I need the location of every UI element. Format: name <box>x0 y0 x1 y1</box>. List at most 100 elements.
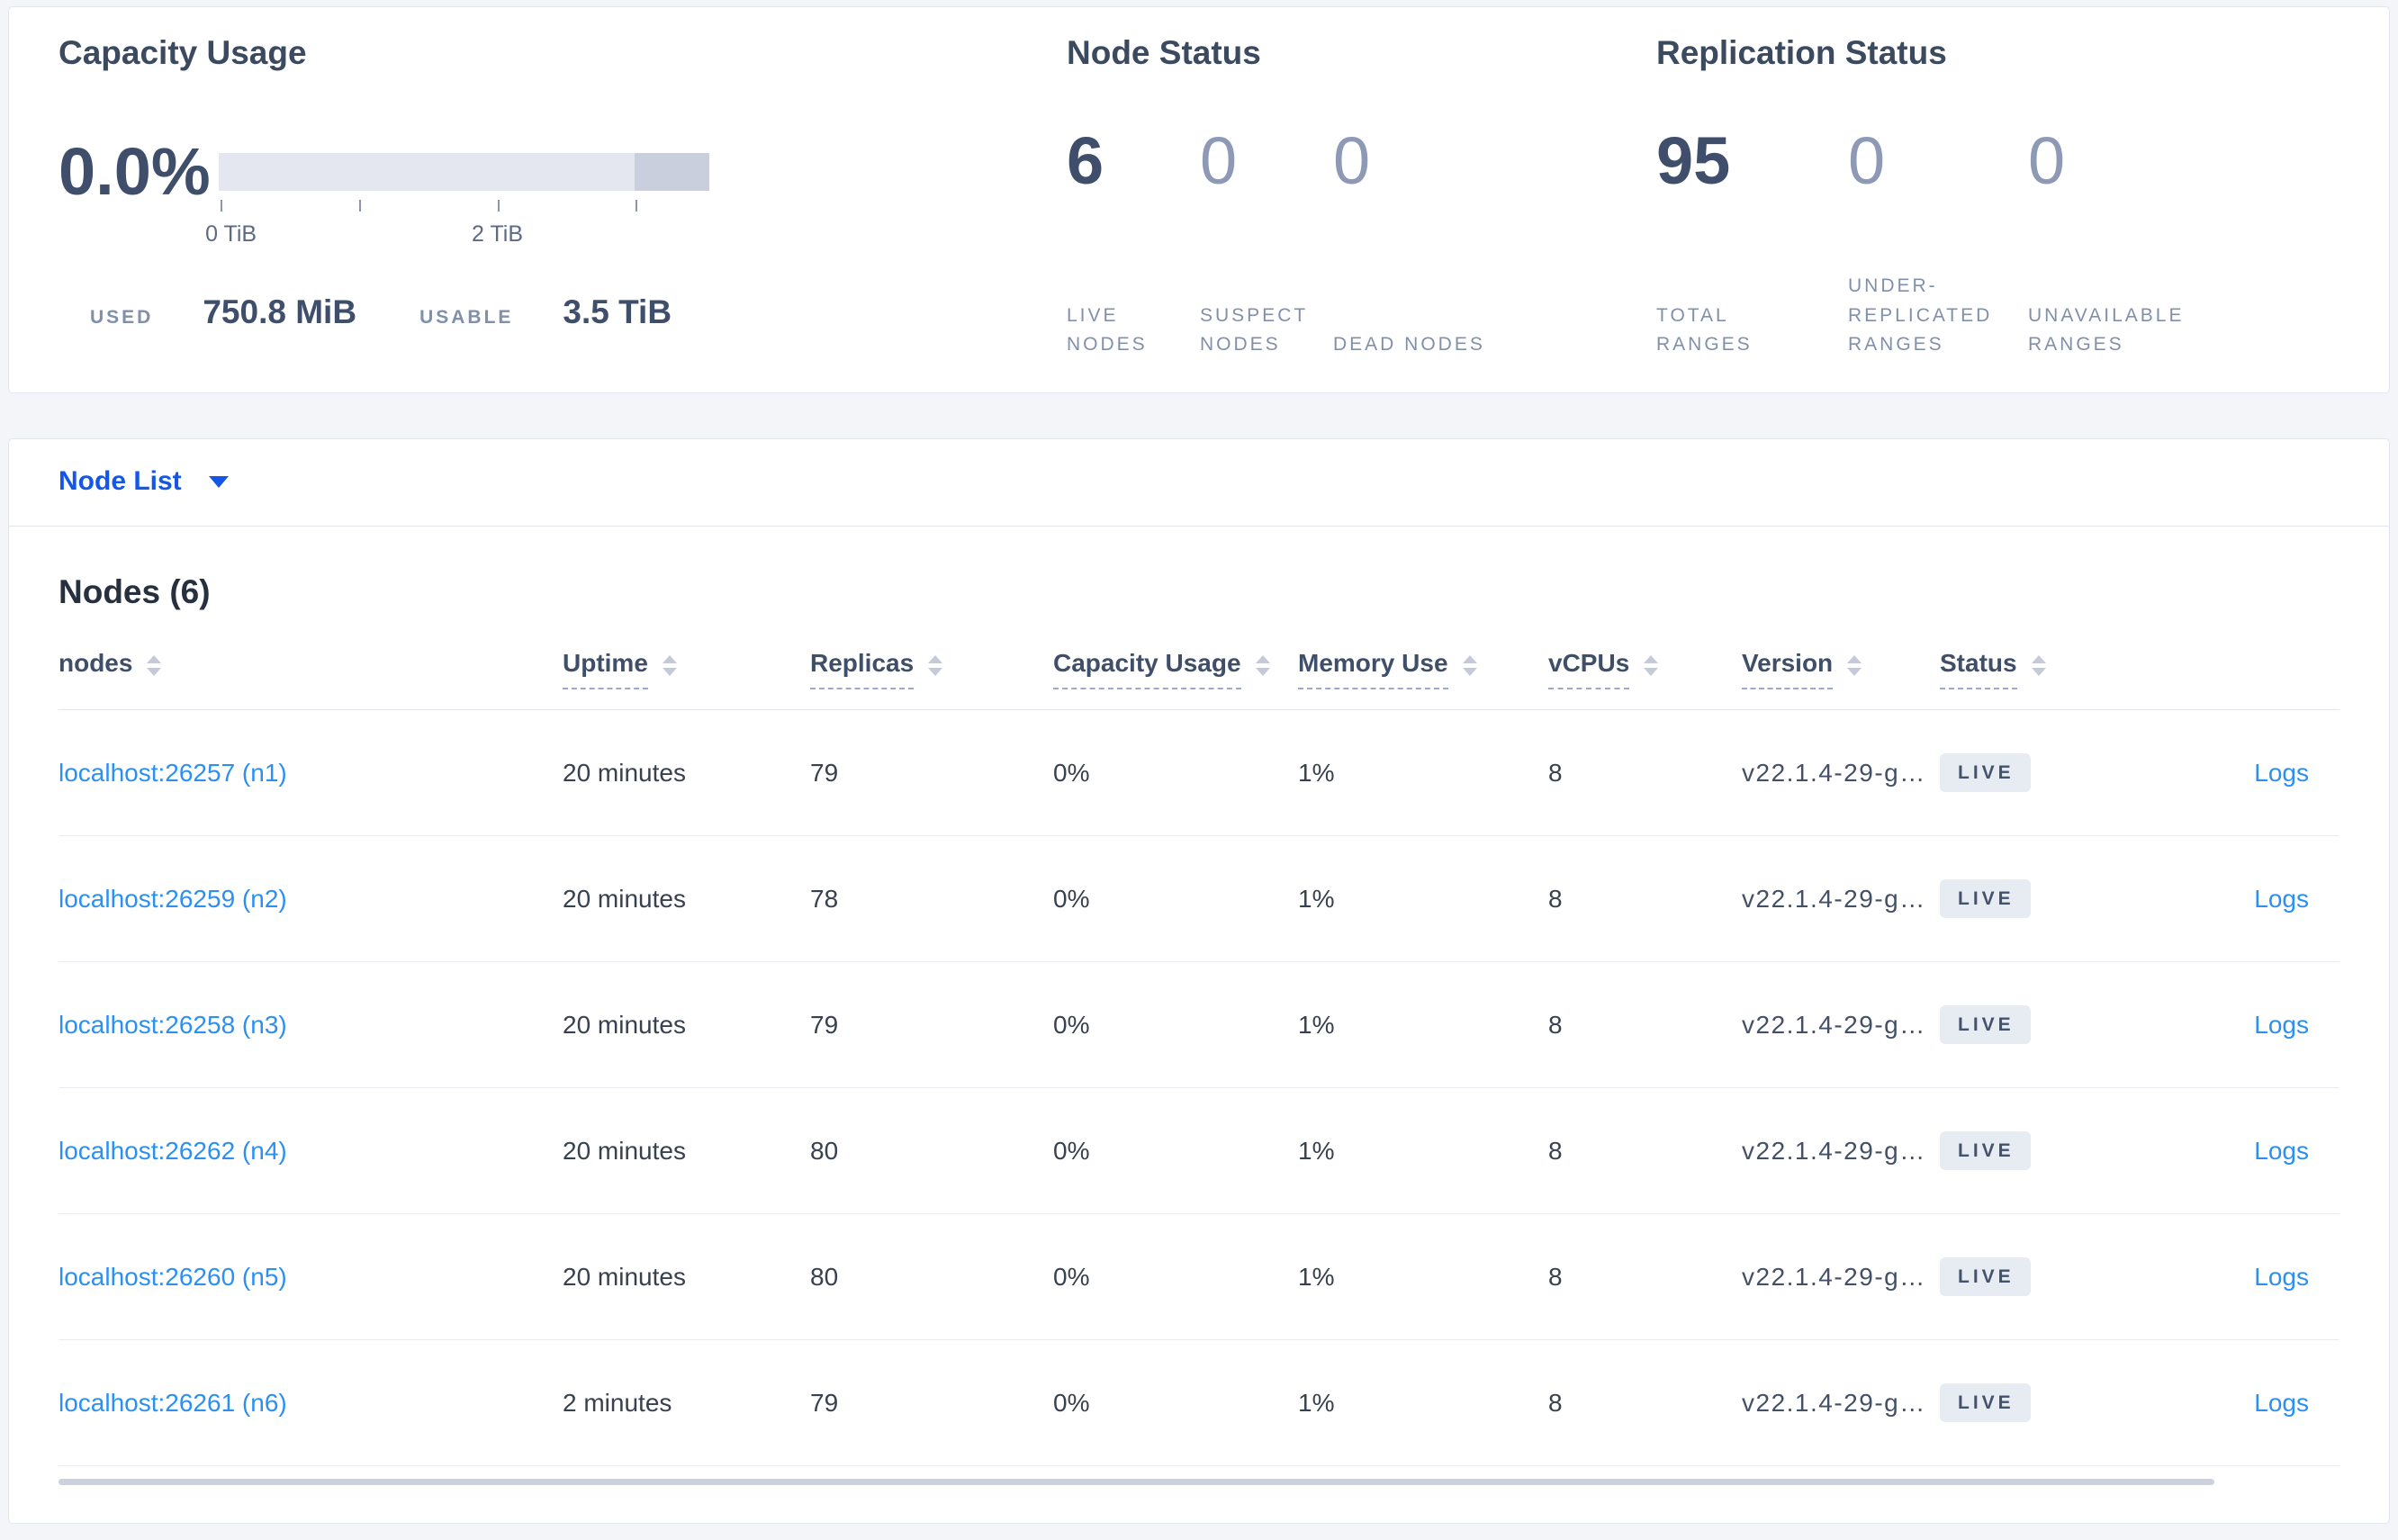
table-row: localhost:26258 (n3) 20 minutes 79 0% 1%… <box>59 962 2339 1088</box>
table-row: localhost:26257 (n1) 20 minutes 79 0% 1%… <box>59 710 2339 836</box>
node-link[interactable]: localhost:26260 (n5) <box>59 1262 287 1291</box>
axis-tick-label: 0 TiB <box>205 221 257 247</box>
column-header-capacity-usage[interactable]: Capacity Usage <box>1053 649 1298 689</box>
column-header-nodes[interactable]: nodes <box>59 649 563 688</box>
logs-link[interactable]: Logs <box>2254 758 2309 787</box>
node-link[interactable]: localhost:26262 (n4) <box>59 1136 287 1165</box>
node-link[interactable]: localhost:26258 (n3) <box>59 1010 287 1039</box>
column-header-vcpus[interactable]: vCPUs <box>1548 649 1742 689</box>
uptime-cell: 20 minutes <box>563 758 686 787</box>
used-value: 750.8 MiB <box>203 293 357 330</box>
sort-icon <box>147 655 162 676</box>
memory-use-cell: 1% <box>1298 1262 1335 1291</box>
logs-link[interactable]: Logs <box>2254 1010 2309 1039</box>
status-badge: LIVE <box>1940 1383 2031 1422</box>
replication-status-section: Replication Status 95 TOTAL RANGES 0 UND… <box>1656 34 2389 392</box>
uptime-cell: 2 minutes <box>563 1388 672 1417</box>
memory-use-cell: 1% <box>1298 758 1335 787</box>
uptime-cell: 20 minutes <box>563 884 686 913</box>
total-ranges-stat: 95 TOTAL RANGES <box>1656 128 1848 360</box>
table-row: localhost:26259 (n2) 20 minutes 78 0% 1%… <box>59 836 2339 962</box>
suspect-nodes-value: 0 <box>1200 123 1238 198</box>
used-label: USED <box>90 307 154 328</box>
sort-icon <box>1644 655 1659 676</box>
status-badge: LIVE <box>1940 753 2031 792</box>
sort-icon <box>928 655 943 676</box>
replication-status-title: Replication Status <box>1656 34 1947 71</box>
sort-icon <box>1255 655 1270 676</box>
capacity-usage-cell: 0% <box>1053 1388 1090 1417</box>
version-cell: v22.1.4-29-g… <box>1742 1010 1926 1039</box>
column-header-replicas[interactable]: Replicas <box>810 649 1053 689</box>
logs-link[interactable]: Logs <box>2254 1262 2309 1291</box>
axis-tick <box>358 200 361 212</box>
capacity-usage-cell: 0% <box>1053 1010 1090 1039</box>
unavailable-ranges-label: UNAVAILABLE RANGES <box>2028 304 2185 356</box>
suspect-nodes-stat: 0 SUSPECT NODES <box>1200 128 1333 360</box>
version-cell: v22.1.4-29-g… <box>1742 1388 1926 1417</box>
version-cell: v22.1.4-29-g… <box>1742 884 1926 913</box>
status-badge: LIVE <box>1940 1131 2031 1170</box>
version-cell: v22.1.4-29-g… <box>1742 758 1926 787</box>
capacity-usage-cell: 0% <box>1053 884 1090 913</box>
sort-icon <box>1462 655 1477 676</box>
suspect-nodes-label: SUSPECT NODES <box>1200 304 1308 356</box>
total-ranges-value: 95 <box>1656 123 1731 198</box>
capacity-bar-nonusable <box>635 153 709 191</box>
status-badge: LIVE <box>1940 1005 2031 1044</box>
capacity-usage-summary: USED 750.8 MiB USABLE 3.5 TiB <box>59 293 1067 331</box>
node-list-card: Node List Nodes (6) nodes Uptime Replica… <box>8 438 2390 1524</box>
memory-use-cell: 1% <box>1298 1388 1335 1417</box>
sort-icon <box>1847 655 1862 676</box>
view-selector-dropdown[interactable]: Node List <box>59 466 229 497</box>
capacity-usage-title: Capacity Usage <box>59 34 307 71</box>
axis-tick <box>636 200 638 212</box>
dead-nodes-stat: 0 DEAD NODES <box>1333 128 1485 360</box>
node-status-title: Node Status <box>1067 34 1261 71</box>
version-cell: v22.1.4-29-g… <box>1742 1136 1926 1165</box>
node-list-body: Nodes (6) nodes Uptime Replicas Capacity… <box>9 527 2389 1523</box>
replicas-cell: 78 <box>810 884 839 913</box>
version-cell: v22.1.4-29-g… <box>1742 1262 1926 1291</box>
replicas-cell: 79 <box>810 758 839 787</box>
capacity-axis: 0 TiB 2 TiB <box>205 200 709 247</box>
capacity-usage-cell: 0% <box>1053 758 1090 787</box>
vcpus-cell: 8 <box>1548 758 1563 787</box>
under-replicated-ranges-label: UNDER-REPLICATED RANGES <box>1848 275 1993 356</box>
cluster-overview-card: Capacity Usage 0.0% 0 TiB 2 TiB USED 750… <box>8 6 2390 393</box>
status-badge: LIVE <box>1940 879 2031 918</box>
uptime-cell: 20 minutes <box>563 1262 686 1291</box>
capacity-usage-section: Capacity Usage 0.0% 0 TiB 2 TiB USED 750… <box>59 34 1067 392</box>
column-header-memory-use[interactable]: Memory Use <box>1298 649 1548 689</box>
unavailable-ranges-stat: 0 UNAVAILABLE RANGES <box>2028 128 2195 360</box>
axis-tick <box>497 200 500 212</box>
live-nodes-value: 6 <box>1067 123 1104 198</box>
memory-use-cell: 1% <box>1298 884 1335 913</box>
logs-link[interactable]: Logs <box>2254 1388 2309 1417</box>
horizontal-scrollbar[interactable] <box>59 1479 2214 1485</box>
logs-link[interactable]: Logs <box>2254 1136 2309 1165</box>
column-header-version[interactable]: Version <box>1742 649 1940 689</box>
memory-use-cell: 1% <box>1298 1010 1335 1039</box>
axis-tick-label: 2 TiB <box>472 221 524 247</box>
column-header-uptime[interactable]: Uptime <box>563 649 810 689</box>
node-link[interactable]: localhost:26259 (n2) <box>59 884 287 913</box>
capacity-bar-usable <box>219 153 709 191</box>
node-link[interactable]: localhost:26257 (n1) <box>59 758 287 787</box>
unavailable-ranges-value: 0 <box>2028 123 2066 198</box>
vcpus-cell: 8 <box>1548 1010 1563 1039</box>
uptime-cell: 20 minutes <box>563 1010 686 1039</box>
capacity-usage-cell: 0% <box>1053 1262 1090 1291</box>
nodes-table-header: nodes Uptime Replicas Capacity Usage Mem… <box>59 649 2339 710</box>
vcpus-cell: 8 <box>1548 1262 1563 1291</box>
node-link[interactable]: localhost:26261 (n6) <box>59 1388 287 1417</box>
vcpus-cell: 8 <box>1548 1388 1563 1417</box>
node-status-section: Node Status 6 LIVE NODES 0 SUSPECT NODES… <box>1067 34 1656 392</box>
total-ranges-label: TOTAL RANGES <box>1656 304 1753 356</box>
view-selector-label: Node List <box>59 466 182 496</box>
column-header-status[interactable]: Status <box>1940 649 2106 689</box>
logs-link[interactable]: Logs <box>2254 884 2309 913</box>
replicas-cell: 79 <box>810 1388 839 1417</box>
dead-nodes-value: 0 <box>1333 123 1371 198</box>
dead-nodes-label: DEAD NODES <box>1333 334 1485 356</box>
